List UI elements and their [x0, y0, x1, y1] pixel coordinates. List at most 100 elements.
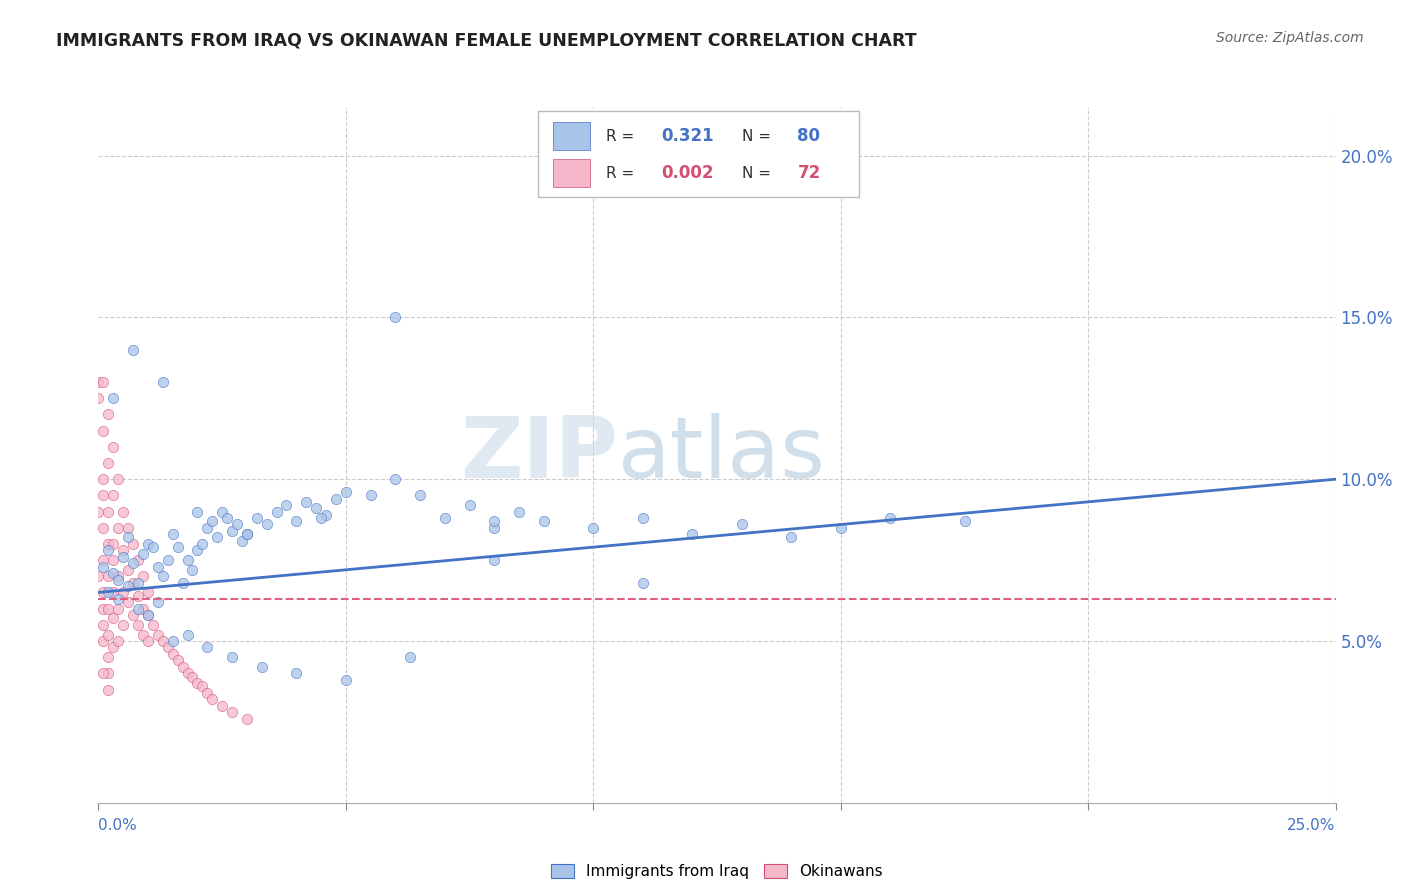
Point [681, 527, 703, 541]
Point [384, 310, 406, 325]
Point [217, 511, 239, 525]
Point [122, 608, 145, 623]
Point [97, 504, 120, 518]
Text: 0.321: 0.321 [661, 128, 714, 145]
Point [484, 521, 506, 535]
Text: ZIP: ZIP [460, 413, 619, 497]
Point [305, 501, 328, 516]
Point [93, 601, 115, 615]
Text: N =: N = [742, 128, 776, 144]
Point [87, 375, 110, 389]
Point [136, 537, 159, 551]
Point [231, 533, 253, 548]
Point [132, 569, 155, 583]
Point [127, 589, 149, 603]
Point [112, 585, 135, 599]
Point [93, 488, 115, 502]
Point [117, 531, 139, 545]
Point [246, 511, 269, 525]
Point [295, 495, 318, 509]
Point [117, 595, 139, 609]
Point [309, 511, 332, 525]
Point [107, 472, 129, 486]
Point [127, 601, 149, 615]
Point [631, 511, 654, 525]
Point [103, 553, 125, 567]
Point [879, 511, 901, 525]
Point [285, 514, 308, 528]
Point [631, 575, 654, 590]
Point [256, 517, 278, 532]
Point [87, 569, 110, 583]
Point [107, 591, 129, 606]
Point [186, 504, 208, 518]
Text: 0.002: 0.002 [661, 164, 714, 182]
Point [176, 553, 198, 567]
Point [221, 705, 243, 719]
Point [195, 521, 218, 535]
Point [103, 440, 125, 454]
Point [205, 531, 228, 545]
Point [236, 527, 259, 541]
Point [87, 392, 110, 406]
Point [201, 514, 224, 528]
Point [221, 524, 243, 538]
Text: R =: R = [606, 128, 638, 144]
Point [132, 547, 155, 561]
Point [97, 650, 120, 665]
Point [285, 666, 308, 681]
Point [484, 514, 506, 528]
Point [97, 537, 120, 551]
Point [136, 608, 159, 623]
Point [112, 549, 135, 564]
Point [582, 521, 605, 535]
Point [152, 569, 174, 583]
Point [221, 650, 243, 665]
Text: R =: R = [606, 166, 638, 181]
Point [830, 521, 852, 535]
Point [93, 472, 115, 486]
Point [97, 456, 120, 470]
Point [335, 673, 357, 687]
Point [953, 514, 976, 528]
Point [211, 698, 233, 713]
Point [484, 553, 506, 567]
Point [93, 585, 115, 599]
Point [335, 485, 357, 500]
Point [97, 408, 120, 422]
Point [191, 537, 214, 551]
Point [195, 640, 218, 655]
Point [315, 508, 337, 522]
Point [127, 575, 149, 590]
Point [195, 686, 218, 700]
Point [186, 543, 208, 558]
Point [433, 511, 456, 525]
Point [97, 543, 120, 558]
Y-axis label: Female Unemployment: Female Unemployment [0, 366, 7, 544]
Point [201, 692, 224, 706]
Point [93, 559, 115, 574]
Point [107, 634, 129, 648]
Text: atlas: atlas [619, 413, 827, 497]
Point [166, 540, 188, 554]
Point [172, 575, 194, 590]
Point [107, 521, 129, 535]
Point [93, 666, 115, 681]
Text: 72: 72 [797, 164, 821, 182]
Point [97, 627, 120, 641]
Point [156, 640, 179, 655]
Point [731, 517, 754, 532]
Point [146, 627, 169, 641]
Point [122, 537, 145, 551]
Point [122, 575, 145, 590]
Point [112, 617, 135, 632]
Point [186, 676, 208, 690]
Point [172, 660, 194, 674]
Text: IMMIGRANTS FROM IRAQ VS OKINAWAN FEMALE UNEMPLOYMENT CORRELATION CHART: IMMIGRANTS FROM IRAQ VS OKINAWAN FEMALE … [56, 31, 917, 49]
Point [156, 553, 179, 567]
Point [97, 569, 120, 583]
Point [132, 627, 155, 641]
Point [103, 640, 125, 655]
Point [236, 712, 259, 726]
Point [93, 617, 115, 632]
